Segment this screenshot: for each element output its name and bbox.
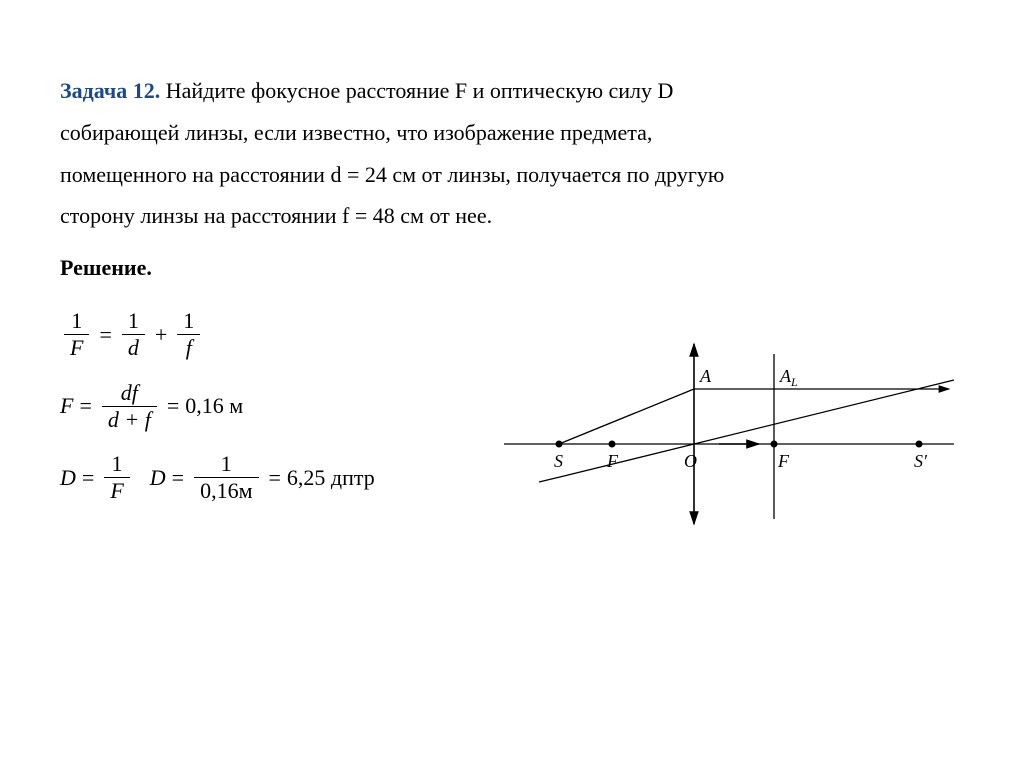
problem-text-4: сторону линзы на расстоянии f = 48 см от…: [60, 203, 492, 228]
formula-block: 1 F = 1 d + 1 f F = df d + f: [60, 309, 474, 523]
label-S: S: [554, 451, 563, 471]
label-A: A: [699, 366, 712, 386]
label-S-prime: S′: [914, 451, 928, 471]
formula-lens-equation: 1 F = 1 d + 1 f: [60, 309, 474, 360]
problem-text-3: помещенного на расстоянии d = 24 см от л…: [60, 162, 724, 187]
label-AL: AL: [779, 366, 798, 389]
solution-heading: Решение.: [60, 255, 964, 281]
label-F-left: F: [606, 451, 619, 471]
problem-statement: Задача 12. Найдите фокусное расстояние F…: [60, 70, 964, 237]
ray-to-lens-top: [559, 389, 694, 444]
label-O: O: [684, 451, 697, 471]
formula-optical-power: D = 1 F D = 1 0,16м = 6,25 дптр: [60, 452, 474, 503]
point-F-right: [771, 441, 778, 448]
point-F-left: [609, 441, 616, 448]
point-S-prime: [916, 441, 923, 448]
problem-label: Задача 12.: [60, 78, 160, 103]
diagram-svg: S F O F S′ A AL: [494, 309, 964, 539]
problem-text-2: собирающей линзы, если известно, что изо…: [60, 120, 652, 145]
ray-through-center: [564, 380, 954, 476]
label-F-right: F: [777, 451, 790, 471]
formula-focal-length: F = df d + f = 0,16 м: [60, 381, 474, 432]
optical-diagram: S F O F S′ A AL: [474, 309, 964, 544]
ray-through-center-ext: [539, 476, 564, 482]
problem-text-1: Найдите фокусное расстояние F и оптическ…: [160, 78, 673, 103]
